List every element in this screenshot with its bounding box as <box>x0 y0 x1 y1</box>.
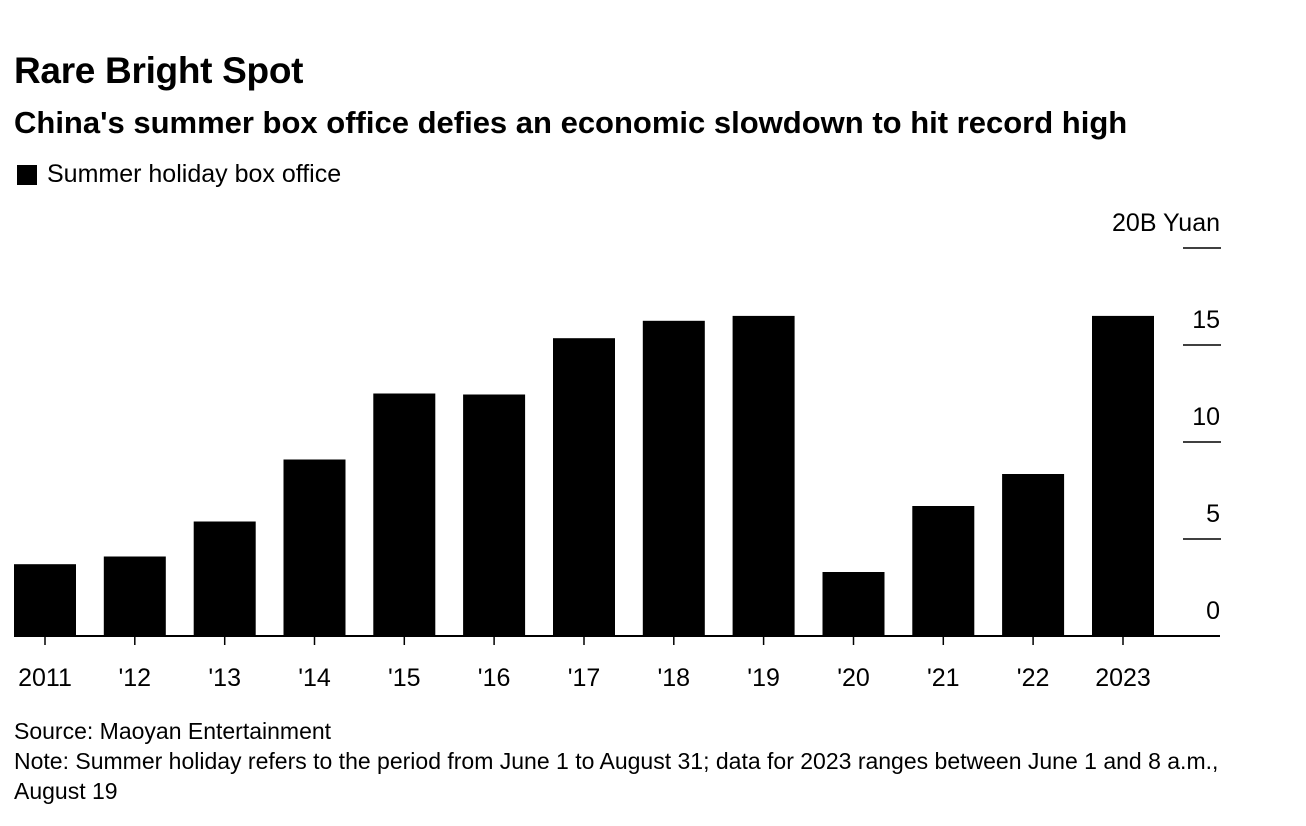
bar-2 <box>193 521 256 636</box>
bar-10 <box>912 506 975 636</box>
legend: Summer holiday box office <box>17 160 341 189</box>
bar-5 <box>463 394 526 636</box>
y-tick-label-4: 20B Yuan <box>1112 209 1220 237</box>
bar-12 <box>1092 315 1154 636</box>
source-note: Source: Maoyan Entertainment <box>14 718 332 744</box>
bar-8 <box>732 315 795 636</box>
x-tick-label-0: 2011 <box>18 664 72 692</box>
bar-6 <box>553 338 615 636</box>
chart-title: Rare Bright Spot <box>14 50 304 91</box>
x-tick-label-3: '14 <box>298 664 331 692</box>
bar-11 <box>1002 474 1065 636</box>
x-tick-label-7: '18 <box>658 664 691 692</box>
x-tick-label-8: '19 <box>747 664 780 692</box>
x-tick-label-1: '12 <box>119 664 152 692</box>
bar-7 <box>642 320 705 637</box>
y-tick-label-0: 0 <box>1206 597 1220 625</box>
y-tick-label-1: 5 <box>1206 500 1220 528</box>
x-tick-label-5: '16 <box>478 664 511 692</box>
x-tick-label-6: '17 <box>568 664 601 692</box>
footnote: Note: Summer holiday refers to the perio… <box>14 748 1219 804</box>
legend-swatch <box>17 164 37 185</box>
bar-1 <box>103 556 166 636</box>
x-tick-label-2: '13 <box>208 664 241 692</box>
bar-3 <box>283 459 346 636</box>
chart-subtitle: China's summer box office defies an econ… <box>14 105 1128 140</box>
y-tick-label-2: 10 <box>1192 403 1220 431</box>
bar-0 <box>14 564 76 636</box>
x-tick-label-10: '21 <box>927 664 960 692</box>
x-tick-label-4: '15 <box>388 664 421 692</box>
x-tick-label-12: 2023 <box>1095 664 1151 692</box>
x-tick-label-11: '22 <box>1017 664 1050 692</box>
y-tick-label-3: 15 <box>1192 306 1220 334</box>
chart-footer: Source: Maoyan Entertainment Note: Summe… <box>14 716 1244 806</box>
legend-label: Summer holiday box office <box>47 160 342 188</box>
x-tick-label-9: '20 <box>837 664 870 692</box>
bar-9 <box>822 572 885 636</box>
bar-4 <box>373 393 436 636</box>
